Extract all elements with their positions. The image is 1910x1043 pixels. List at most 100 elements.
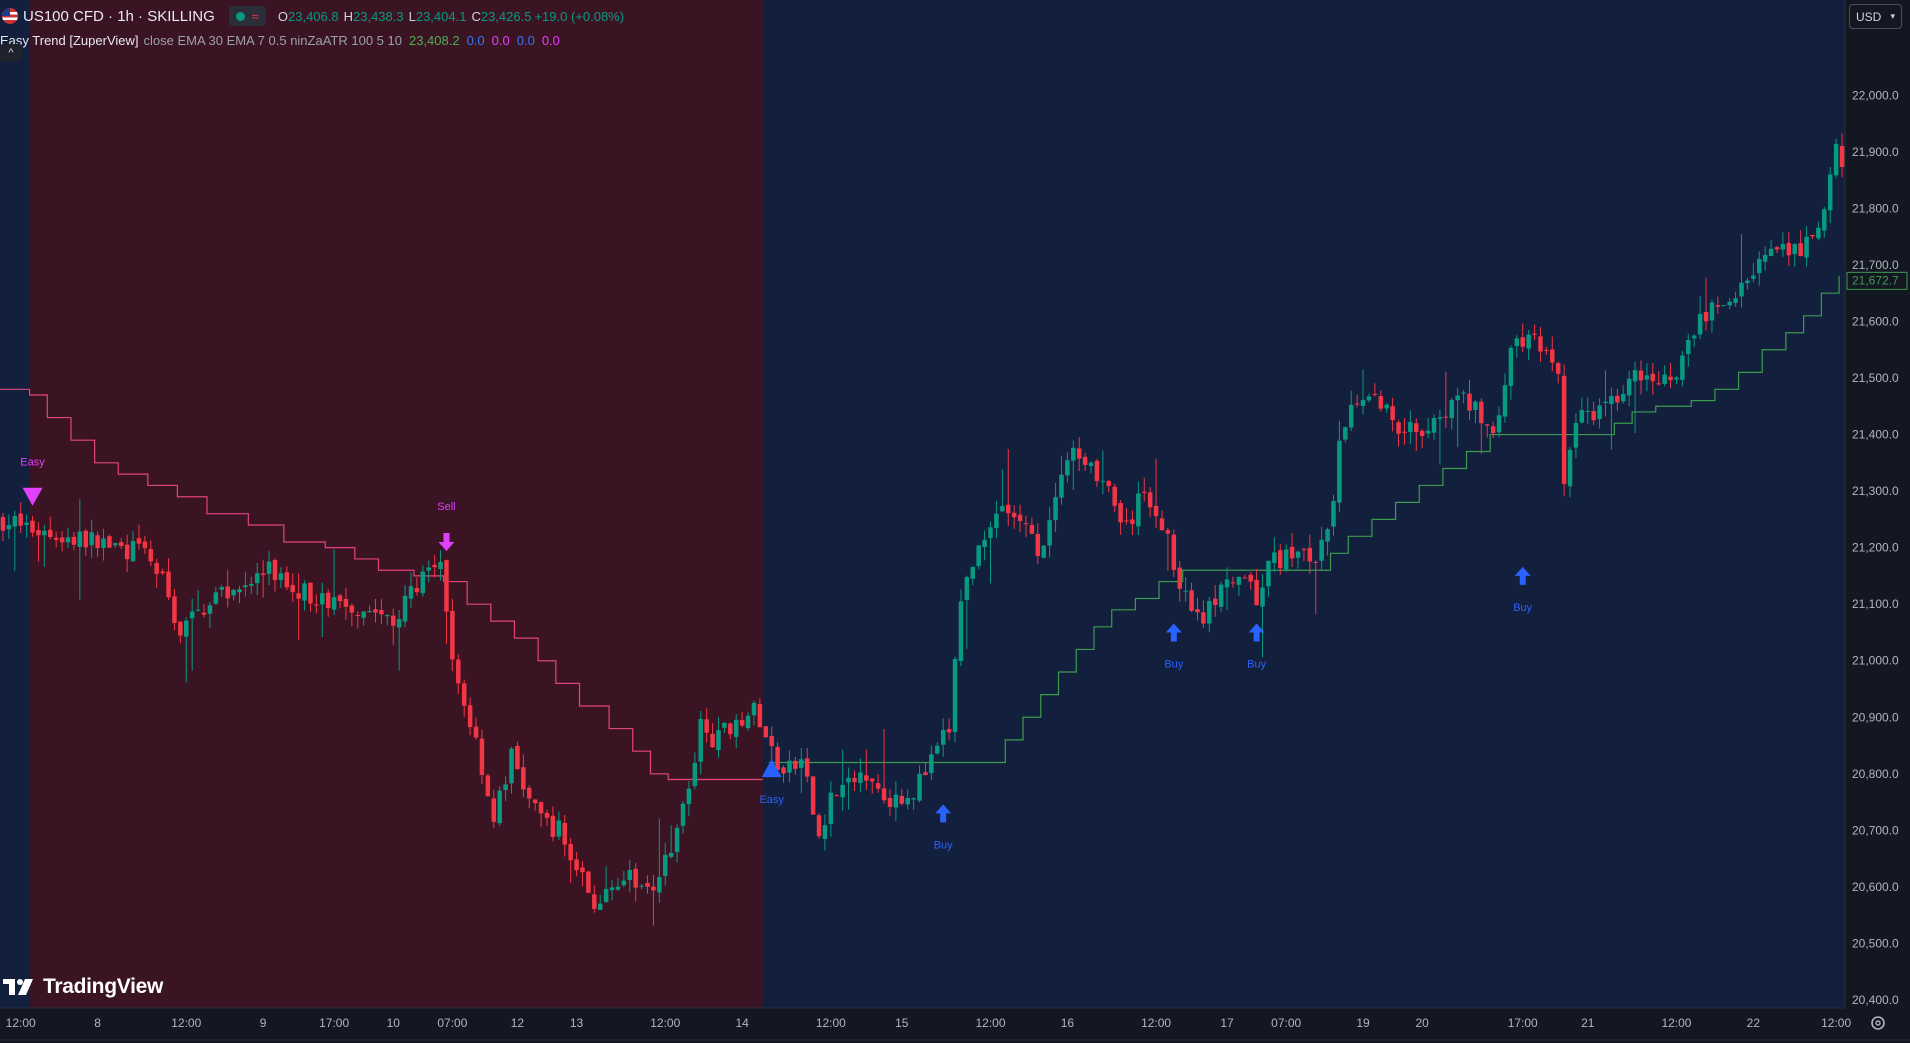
candle-body [1319, 539, 1324, 561]
candle-body [65, 537, 71, 543]
candle-body [12, 515, 18, 527]
candle-body [503, 784, 508, 791]
candle-body [485, 775, 491, 797]
candle-body [1230, 582, 1236, 584]
currency-selector[interactable]: USD ▾ [1849, 4, 1902, 29]
candle-body [568, 843, 573, 861]
candle-body [385, 615, 390, 617]
price-tick-label: 20,500.0 [1852, 936, 1899, 950]
candle-body [1473, 401, 1478, 410]
candle-body [1839, 146, 1845, 168]
indicator-value: 0.0 [541, 32, 560, 48]
candle-body [1437, 417, 1443, 419]
candle-body [562, 823, 567, 845]
price-tick-label: 20,900.0 [1852, 710, 1899, 724]
candle-body [1680, 355, 1685, 380]
candle-body [1047, 520, 1052, 546]
time-tick-label: 17:00 [319, 1016, 349, 1030]
time-tick-label: 12:00 [1661, 1016, 1691, 1030]
candle-body [1372, 393, 1378, 395]
market-status-badge[interactable]: ≈ [228, 6, 266, 26]
candle-body [237, 589, 242, 593]
candle-body [30, 520, 35, 533]
buy-label: Buy [934, 839, 953, 851]
candle-body [609, 887, 615, 891]
candle-body [1827, 174, 1833, 211]
tradingview-logo[interactable]: TradingView [3, 975, 163, 999]
candle-body [1715, 305, 1721, 307]
collapse-legend-button[interactable]: ^ [0, 44, 22, 62]
candle-body [461, 683, 467, 706]
indicator-name[interactable]: Easy Trend [ZuperView] [0, 32, 139, 48]
candle-body [1833, 143, 1839, 176]
indicator-value: 23,408.2 [408, 32, 460, 48]
candle-body [1467, 393, 1472, 411]
candle-body [266, 561, 272, 574]
candle-body [1171, 534, 1177, 570]
candle-body [970, 566, 976, 579]
candle-body [1313, 561, 1318, 563]
candle-body [296, 593, 301, 599]
candle-body [1396, 422, 1401, 434]
price-axis[interactable]: 22,000.0 21,900.0 21,800.0 21,700.0 21,600.0… [1844, 0, 1910, 1040]
candle-body [739, 720, 745, 726]
candle-body [71, 536, 77, 545]
candle-body [674, 827, 680, 853]
candle-body [1603, 401, 1608, 404]
candle-body [1431, 418, 1437, 433]
candle-body [1638, 370, 1644, 381]
candle-body [1774, 247, 1780, 250]
gear-icon[interactable] [1868, 1013, 1888, 1033]
indicator-legend[interactable]: Easy Trend [ZuperView] close EMA 30 EMA … [0, 31, 560, 49]
candle-body [355, 614, 361, 617]
price-tick-label: 21,200.0 [1852, 541, 1899, 555]
candle-body [1709, 302, 1715, 321]
candle-body [1573, 422, 1579, 448]
trend-line-bearish [0, 388, 763, 781]
candle-body [1609, 396, 1614, 405]
ohlc-close-key: C [471, 8, 481, 24]
candle-body [521, 767, 526, 790]
candle-body [556, 820, 562, 837]
candle-body [1112, 486, 1117, 506]
candle-body [1201, 612, 1206, 624]
candle-body [645, 882, 650, 887]
candle-body [1224, 579, 1230, 588]
candle-body [260, 573, 266, 576]
candle-body [1159, 518, 1165, 531]
candle-body [361, 611, 366, 618]
price-tick-label: 21,500.0 [1852, 371, 1899, 385]
candle-body [834, 795, 840, 797]
candle-body [1278, 550, 1283, 569]
candle-body [1526, 334, 1531, 349]
time-tick-label: 14 [735, 1016, 749, 1030]
candle-body [1242, 577, 1248, 579]
time-axis[interactable]: 12:00 8 12:00 9 17:00 10 07:00 12 13 12:00 14 12:00… [0, 1007, 1910, 1043]
price-tick-label: 21,900.0 [1852, 145, 1899, 159]
candle-body [1632, 370, 1638, 382]
candle-body [1266, 560, 1271, 587]
candle-body [1751, 275, 1756, 279]
candle-body [822, 825, 828, 839]
currency-label: USD [1856, 9, 1882, 24]
chevron-down-icon: ▾ [1890, 11, 1895, 21]
time-tick-label: 07:00 [437, 1016, 467, 1030]
indicator-value: 0.0 [491, 32, 510, 48]
price-tick-label: 20,700.0 [1852, 823, 1899, 837]
candle-body [787, 760, 792, 773]
candle-body [775, 746, 780, 771]
candle-body [142, 541, 148, 549]
ohlc-high-value: 23,438.3 [353, 8, 404, 24]
candle-body [875, 783, 881, 789]
candle-body [597, 903, 603, 910]
candle-body [1520, 337, 1525, 347]
candle-body [1301, 549, 1307, 551]
candle-body [1697, 313, 1703, 335]
symbol-title[interactable]: US100 CFD · 1h · SKILLING [23, 7, 215, 25]
easy-label: Easy [20, 457, 45, 469]
candle-body [243, 585, 248, 588]
candle-body [716, 730, 721, 751]
candle-body [467, 705, 473, 728]
candle-body [254, 573, 260, 584]
